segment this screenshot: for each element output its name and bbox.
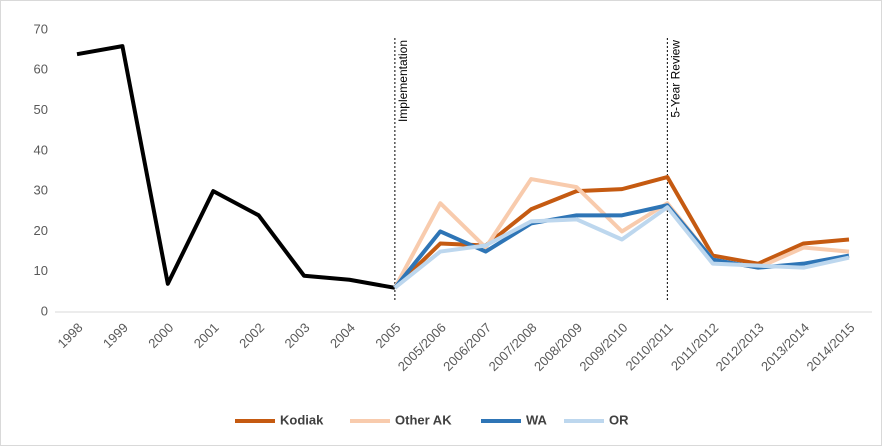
y-tick-label: 50: [34, 102, 48, 117]
legend-text: WA: [526, 412, 548, 427]
y-tick-label: 0: [41, 303, 48, 318]
y-tick-label: 30: [34, 183, 48, 198]
legend-text: OR: [609, 412, 629, 427]
y-tick-label: 40: [34, 142, 48, 157]
y-tick-label: 70: [34, 21, 48, 36]
y-tick-label: 20: [34, 223, 48, 238]
y-tick-label: 10: [34, 263, 48, 278]
series-line: [393, 177, 850, 289]
y-tick-label: 60: [34, 62, 48, 77]
series-line: [393, 205, 850, 290]
legend-text: Kodiak: [280, 412, 324, 427]
series-line: [76, 44, 396, 290]
annotation-text: Implementation: [396, 40, 410, 122]
annotation-text: 5-Year Review: [669, 40, 683, 118]
legend-text: Other AK: [395, 412, 452, 427]
